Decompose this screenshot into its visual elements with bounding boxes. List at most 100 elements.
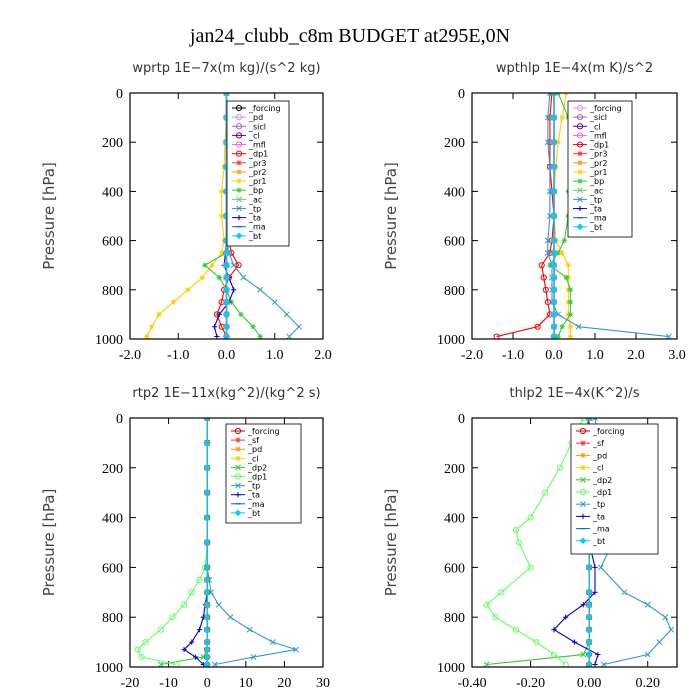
legend-marker bbox=[577, 151, 583, 157]
data-point bbox=[223, 333, 230, 339]
data-point bbox=[156, 311, 162, 317]
data-point bbox=[203, 646, 211, 653]
legend-entry: _pr3 bbox=[232, 159, 266, 168]
data-point bbox=[219, 188, 225, 194]
x-tick-label: 0.0 bbox=[218, 348, 236, 363]
data-point bbox=[550, 651, 558, 658]
legend-entry: _ma bbox=[573, 214, 607, 223]
legend-label: _cl bbox=[589, 122, 601, 131]
legend-marker bbox=[236, 215, 242, 221]
legend-entry: _dp1 bbox=[576, 488, 612, 497]
legend-entry: _tp bbox=[232, 204, 261, 213]
legend-marker bbox=[236, 169, 242, 175]
legend-label: _forcing bbox=[248, 104, 281, 113]
data-point bbox=[203, 576, 211, 584]
data-point bbox=[556, 464, 563, 471]
legend-label: _ta bbox=[247, 491, 260, 500]
legend-entry: _pr3 bbox=[573, 150, 607, 159]
data-point bbox=[189, 639, 195, 645]
x-tick-label: 0.20 bbox=[635, 676, 660, 691]
plot-frame bbox=[129, 417, 324, 668]
x-tick-label: 2.0 bbox=[627, 348, 645, 363]
data-point bbox=[144, 333, 150, 339]
data-point bbox=[286, 333, 293, 339]
legend-marker bbox=[234, 473, 242, 480]
y-tick-label: 1000 bbox=[95, 333, 123, 348]
y-tick-label: 0 bbox=[116, 87, 123, 102]
legend: _forcing_sicl_cl_mfl_dp1_pr3_pr2_pr1_bp_… bbox=[567, 100, 633, 238]
data-point bbox=[585, 661, 593, 667]
data-point bbox=[565, 262, 571, 268]
legend-entry: _dp2 bbox=[231, 463, 267, 472]
legend-entry: _ta bbox=[231, 491, 260, 500]
data-point bbox=[544, 249, 551, 256]
legend-label: _forcing bbox=[247, 427, 280, 436]
x-tick-label: 3.0 bbox=[668, 348, 686, 363]
data-point bbox=[240, 274, 247, 281]
data-point bbox=[170, 299, 177, 305]
legend-label: _sf bbox=[592, 439, 604, 448]
data-point bbox=[203, 601, 211, 609]
legend-entry: _mfl bbox=[573, 131, 607, 140]
data-point bbox=[169, 614, 176, 621]
legend-label: _pd bbox=[248, 113, 263, 122]
data-point bbox=[216, 274, 222, 281]
data-point bbox=[295, 323, 302, 330]
data-point bbox=[203, 539, 211, 546]
legend-entry: _tp bbox=[576, 500, 605, 509]
legend-label: _pd bbox=[247, 445, 262, 454]
legend-entry: _forcing bbox=[232, 104, 281, 113]
legend-entry: _dp2 bbox=[576, 476, 612, 485]
data-point bbox=[550, 93, 558, 97]
x-tick-label: -0.40 bbox=[457, 676, 486, 691]
series-dp1 bbox=[493, 93, 558, 339]
legend-label: _dp1 bbox=[248, 150, 268, 159]
panel-title: wpthlp 1E−4x(m K)/s^2 bbox=[496, 61, 653, 76]
data-point bbox=[227, 614, 234, 621]
x-tick-label: 2.0 bbox=[314, 348, 332, 363]
plot-frame bbox=[471, 92, 678, 340]
y-tick-label: 1000 bbox=[95, 661, 123, 676]
data-point bbox=[219, 213, 225, 219]
data-point bbox=[515, 539, 522, 546]
data-point bbox=[559, 250, 565, 256]
data-point bbox=[585, 651, 593, 658]
legend-label: _sicl bbox=[589, 113, 607, 122]
data-point bbox=[203, 489, 211, 497]
data-point bbox=[211, 661, 218, 667]
x-tick-label: -1.0 bbox=[167, 348, 189, 363]
y-tick-label: 800 bbox=[102, 611, 123, 626]
data-point bbox=[585, 638, 593, 646]
legend-entry: _mfl bbox=[232, 141, 266, 150]
data-point bbox=[542, 286, 549, 293]
legend-marker bbox=[580, 465, 586, 471]
data-point bbox=[585, 601, 593, 609]
legend-marker bbox=[235, 464, 241, 471]
data-point bbox=[567, 311, 573, 317]
legend-marker bbox=[577, 196, 583, 203]
x-tick-label: 0 bbox=[204, 676, 211, 691]
y-tick-label: 0 bbox=[116, 412, 123, 427]
data-point bbox=[567, 299, 573, 305]
legend-label: _pr2 bbox=[248, 168, 266, 177]
legend-marker bbox=[576, 132, 584, 139]
data-point bbox=[550, 212, 558, 220]
data-point bbox=[493, 333, 500, 339]
y-tick-label: 200 bbox=[444, 136, 465, 151]
data-point bbox=[231, 287, 237, 293]
data-point bbox=[540, 274, 547, 281]
legend-entry: _dp1 bbox=[232, 150, 268, 159]
series-line bbox=[485, 418, 584, 665]
x-tick-label: -1.0 bbox=[502, 348, 524, 363]
data-point bbox=[544, 237, 551, 244]
plot-frame bbox=[471, 417, 678, 668]
x-tick-label: -0.20 bbox=[516, 676, 545, 691]
chart-panel-1: wprtp 1E−7x(m kg)/(s^2 kg) Pressure [hPa]… bbox=[40, 61, 332, 363]
legend: _forcing_sf_pd_cl_dp2_dp1_tp_ta_ma_bt bbox=[225, 423, 302, 524]
legend-marker bbox=[580, 476, 586, 483]
data-point bbox=[550, 114, 558, 121]
legend-entry: _dp1 bbox=[231, 473, 267, 482]
legend-label: _bp bbox=[248, 186, 263, 195]
legend-label: _pr3 bbox=[589, 150, 607, 159]
legend: _forcing_pd_sicl_cl_mfl_dp1_pr3_pr2_pr1_… bbox=[226, 100, 290, 247]
